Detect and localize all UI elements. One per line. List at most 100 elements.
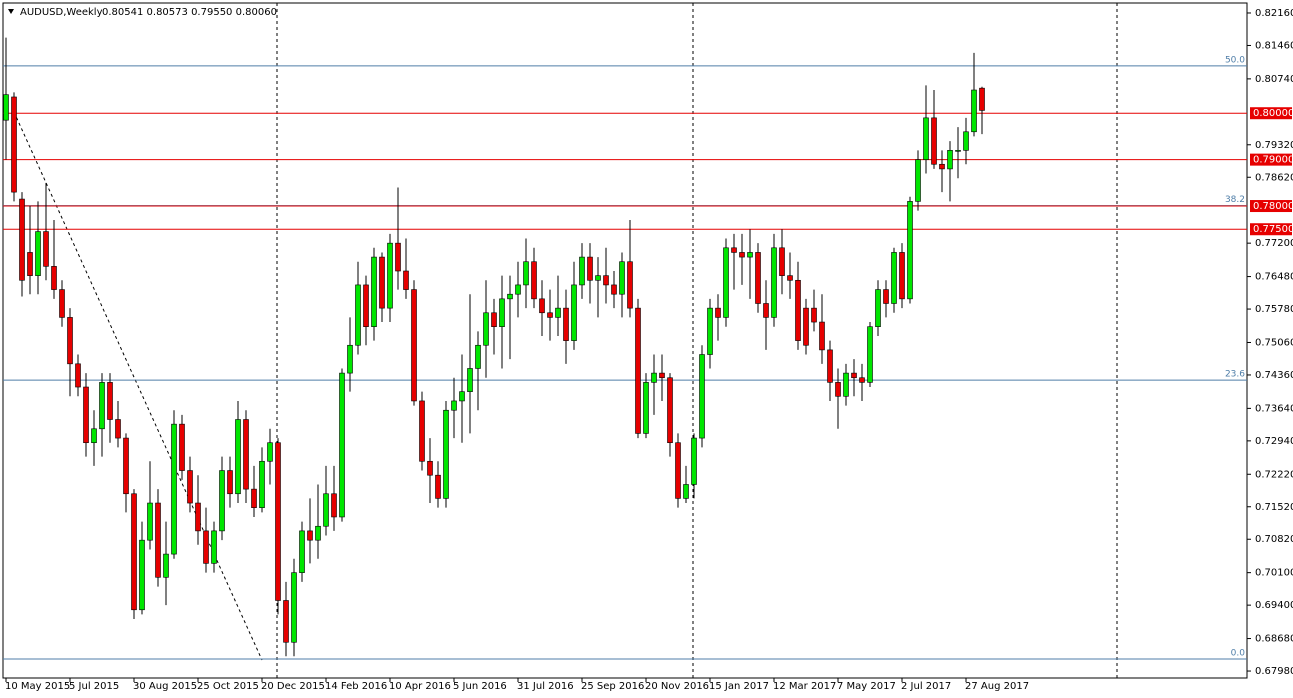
candle-body bbox=[427, 460, 433, 476]
candle-body bbox=[507, 293, 513, 300]
candle-body bbox=[675, 442, 681, 499]
x-tick-label: 31 Jul 2016 bbox=[517, 681, 574, 692]
candle-body bbox=[555, 307, 561, 318]
candle-body bbox=[19, 198, 25, 281]
x-tick-label: 27 Aug 2017 bbox=[965, 681, 1029, 692]
candle-body bbox=[43, 231, 49, 267]
candle-body bbox=[547, 312, 553, 318]
y-tick-label: 0.75060 bbox=[1255, 337, 1293, 348]
candle-body bbox=[531, 261, 537, 300]
candle-body bbox=[779, 247, 785, 276]
candle-body bbox=[915, 159, 921, 202]
candle-body bbox=[979, 87, 985, 111]
x-tick-label: 7 May 2017 bbox=[837, 681, 896, 692]
candle-body bbox=[499, 298, 505, 327]
candle-body bbox=[787, 275, 793, 281]
candle-body bbox=[875, 289, 881, 327]
candle-body bbox=[355, 284, 361, 346]
candle-body bbox=[179, 423, 185, 471]
candle-body bbox=[259, 460, 265, 508]
candle-body bbox=[571, 284, 577, 341]
x-tick-label: 2 Jul 2017 bbox=[901, 681, 951, 692]
candle-body bbox=[635, 307, 641, 434]
x-tick-label: 10 Apr 2016 bbox=[389, 681, 451, 692]
candle-body bbox=[323, 493, 329, 527]
candle-body bbox=[939, 163, 945, 170]
y-tick-label: 0.67980 bbox=[1255, 666, 1293, 677]
candle-body bbox=[339, 372, 345, 518]
x-tick-label: 25 Sep 2016 bbox=[581, 681, 644, 692]
candle-body bbox=[3, 94, 9, 121]
candle-body bbox=[11, 96, 17, 193]
x-tick-label: 12 Mar 2017 bbox=[773, 681, 836, 692]
y-tick-label: 0.72940 bbox=[1255, 436, 1293, 447]
x-tick-label: 5 Jul 2015 bbox=[69, 681, 119, 692]
candle-body bbox=[867, 326, 873, 383]
candle-body bbox=[851, 372, 857, 379]
candle-body bbox=[419, 400, 425, 462]
candle-body bbox=[459, 391, 465, 402]
y-tick-label: 0.82160 bbox=[1255, 8, 1293, 19]
y-tick-label: 0.78620 bbox=[1255, 172, 1293, 183]
candle-body bbox=[835, 382, 841, 397]
candle-body bbox=[795, 279, 801, 341]
candle-body bbox=[99, 382, 105, 430]
level-label: 0.77500 bbox=[1253, 224, 1293, 235]
candle-body bbox=[435, 474, 441, 499]
level-label-box bbox=[1250, 200, 1292, 213]
y-tick-label: 0.69400 bbox=[1255, 600, 1293, 611]
candle-body bbox=[203, 530, 209, 564]
y-tick-label: 0.79320 bbox=[1255, 140, 1293, 151]
candle-body bbox=[931, 117, 937, 165]
candle-body bbox=[451, 400, 457, 411]
candle-body bbox=[971, 89, 977, 133]
candle-body bbox=[467, 368, 473, 392]
y-tick-label: 0.74360 bbox=[1255, 370, 1293, 381]
level-label: 0.80000 bbox=[1253, 108, 1293, 119]
candle-body bbox=[947, 150, 953, 170]
candle-body bbox=[243, 419, 249, 490]
y-tick-label: 0.71520 bbox=[1255, 502, 1293, 513]
candle-body bbox=[75, 363, 81, 388]
candle-body bbox=[731, 247, 737, 253]
y-tick-label: 0.76480 bbox=[1255, 272, 1293, 283]
candle-body bbox=[891, 252, 897, 304]
x-tick-label: 5 Jun 2016 bbox=[453, 681, 507, 692]
y-tick-label: 0.72220 bbox=[1255, 469, 1293, 480]
candle-body bbox=[803, 307, 809, 346]
ohlc-values: 0.80541 0.80573 0.79550 0.80060 bbox=[102, 7, 277, 18]
level-label-box bbox=[1250, 153, 1292, 166]
candle-body bbox=[755, 252, 761, 304]
candle-body bbox=[91, 428, 97, 444]
candle-body bbox=[387, 242, 393, 309]
candle-body bbox=[515, 284, 521, 295]
plot-frame bbox=[2, 2, 1248, 679]
candle-body bbox=[411, 289, 417, 402]
candle-body bbox=[627, 261, 633, 309]
candle-body bbox=[123, 437, 129, 495]
candle-body bbox=[171, 423, 177, 555]
candle-body bbox=[195, 502, 201, 532]
candle-body bbox=[619, 261, 625, 295]
candle-body bbox=[811, 307, 817, 323]
candle-body bbox=[579, 256, 585, 286]
candle-body bbox=[923, 117, 929, 160]
candle-body bbox=[771, 247, 777, 318]
candle-body bbox=[163, 553, 169, 578]
candle-body bbox=[315, 525, 321, 541]
candle-body bbox=[715, 307, 721, 318]
candle-body bbox=[699, 354, 705, 439]
x-tick-label: 20 Dec 2015 bbox=[261, 681, 325, 692]
fib-label: 50.0 bbox=[1225, 55, 1245, 65]
candle-body bbox=[299, 530, 305, 573]
candle-body bbox=[107, 382, 113, 420]
candle-body bbox=[155, 502, 161, 578]
candle-body bbox=[187, 470, 193, 504]
candle-body bbox=[723, 247, 729, 318]
candle-body bbox=[115, 419, 121, 439]
candle-body bbox=[595, 275, 601, 281]
y-tick-label: 0.75780 bbox=[1255, 304, 1293, 315]
candle-body bbox=[83, 386, 89, 444]
level-label-box bbox=[1250, 223, 1292, 236]
candle-body bbox=[883, 289, 889, 304]
